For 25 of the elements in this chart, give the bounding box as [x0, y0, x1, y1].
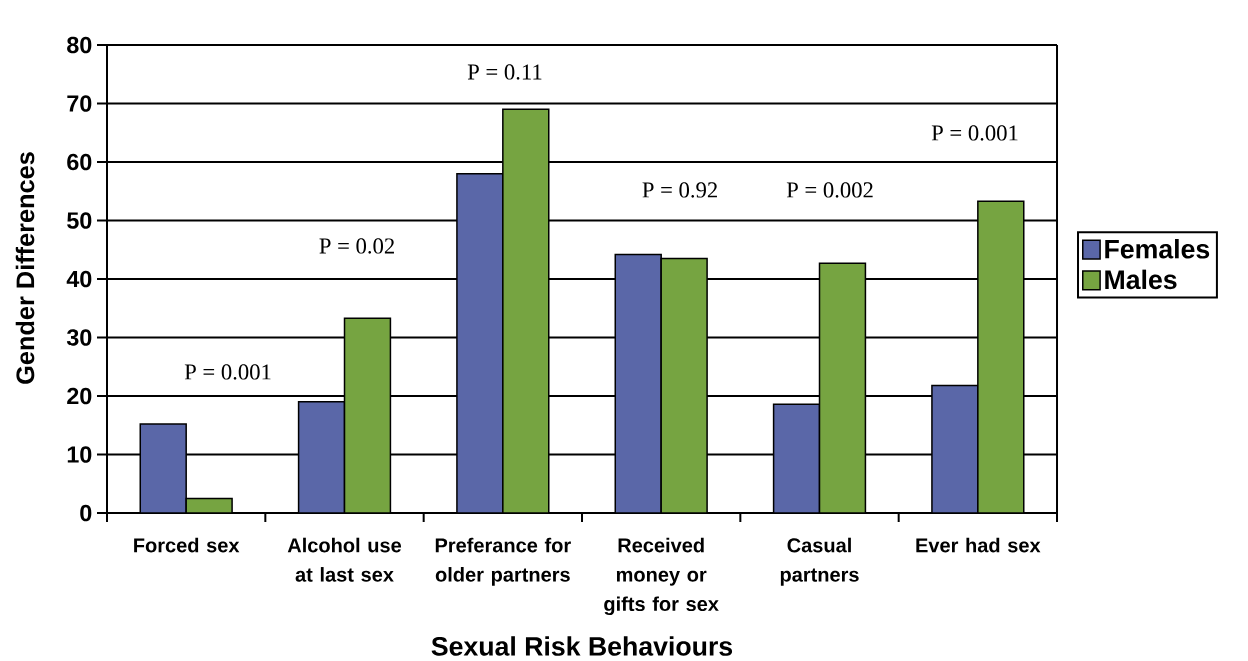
- y-tick-label: 60: [67, 153, 92, 171]
- y-tick-label: 0: [80, 504, 92, 522]
- x-tick-label: Forced sex: [134, 537, 240, 553]
- annotation: P = 0.11: [467, 64, 542, 80]
- annotation: P = 0.002: [786, 182, 873, 198]
- x-tick-label: Alcohol use at last sex: [287, 537, 402, 582]
- x-tick-label: Preferance for older partners: [435, 537, 571, 586]
- y-axis-title: Gender Differences: [15, 152, 35, 384]
- x-tick-label: Ever had sex: [916, 537, 1041, 553]
- y-tick-label: 20: [67, 387, 92, 405]
- annotation: P = 0.001: [184, 364, 271, 380]
- x-tick-label: Casual partners: [780, 537, 859, 586]
- legend-label: Females: [1105, 238, 1210, 259]
- x-axis-title: Sexual Risk Behaviours: [431, 636, 733, 656]
- y-tick-label: 80: [67, 36, 92, 54]
- y-tick-label: 70: [67, 95, 92, 112]
- y-tick-label: 50: [67, 212, 92, 229]
- annotation: P = 0.02: [319, 238, 394, 254]
- annotation: P = 0.92: [642, 182, 717, 198]
- y-tick-label: 30: [66, 329, 92, 346]
- y-tick-label: 40: [66, 270, 92, 288]
- y-tick-label: 10: [67, 446, 92, 463]
- legend-label: Males: [1105, 269, 1177, 290]
- x-tick-label: Received money or gifts for sex: [604, 537, 719, 616]
- annotation: P = 0.001: [931, 125, 1018, 141]
